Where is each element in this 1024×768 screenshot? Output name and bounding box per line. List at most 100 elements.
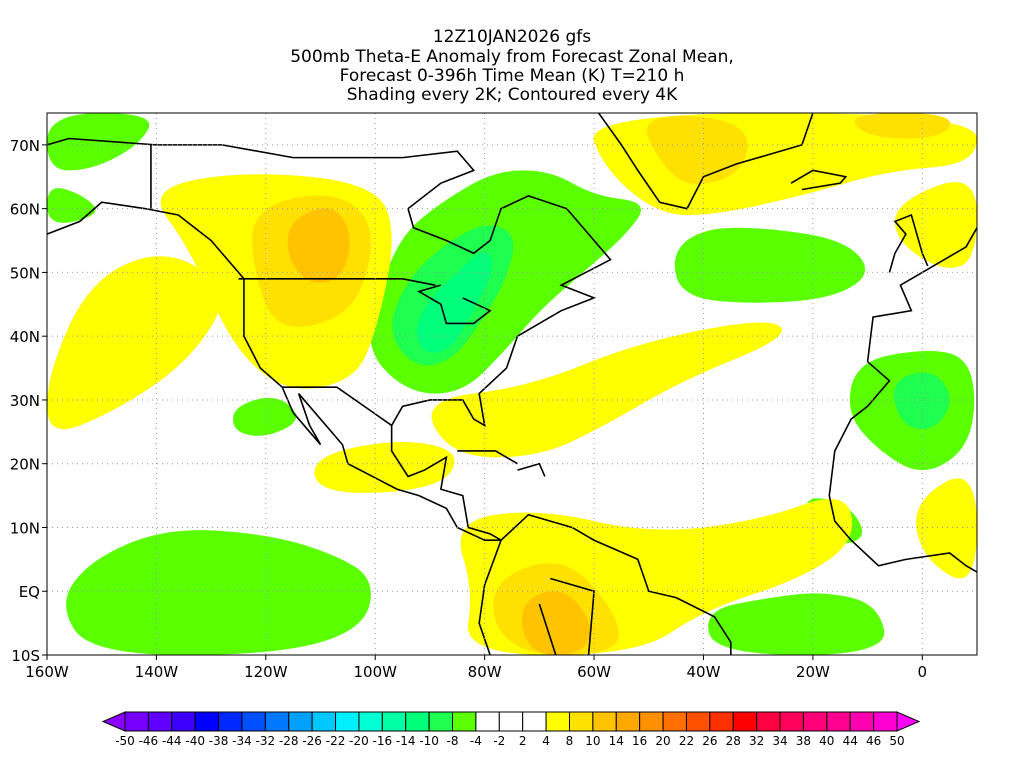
- anomaly-region-10K: [287, 208, 350, 283]
- anomaly-region--8K: [47, 113, 150, 171]
- colorbar-label: 50: [889, 734, 904, 748]
- y-tick-label: 70N: [10, 137, 40, 155]
- colorbar-label: -38: [209, 734, 229, 748]
- colorbar-swatch: [826, 711, 851, 732]
- coastline: [538, 603, 557, 655]
- colorbar-swatch: [615, 711, 641, 732]
- plot-frame: [46, 112, 978, 656]
- colorbar-swatch: [358, 711, 383, 732]
- colorbar-swatch: [264, 711, 290, 732]
- colorbar-high-arrow: [896, 711, 921, 732]
- colorbar-label: 2: [519, 734, 527, 748]
- colorbar-swatch: [568, 711, 594, 732]
- x-axis: 160W 140W 120W 100W 80W 60W 40W 20W 0: [25, 655, 927, 681]
- colorbar-swatch: [311, 711, 337, 732]
- y-axis: 10S EQ 10N 20N 30N 40N 50N 60N 70N: [10, 137, 47, 665]
- colorbar-swatch: [147, 711, 173, 732]
- colorbar-label: 32: [749, 734, 764, 748]
- x-tick-label: 20W: [796, 663, 830, 681]
- colorbar-label: 16: [632, 734, 647, 748]
- anomaly-region--8K: [66, 530, 371, 655]
- coastline: [550, 577, 595, 655]
- coastline: [238, 277, 436, 286]
- colorbar-label: 4: [542, 734, 550, 748]
- colorbar-label: 28: [726, 734, 741, 748]
- colorbar-label: -8: [447, 734, 459, 748]
- shaded-regions: [47, 113, 977, 655]
- coastline: [597, 113, 814, 210]
- colorbar-label: 14: [609, 734, 624, 748]
- colorbar-label: -40: [185, 734, 205, 748]
- colorbar-swatch: [545, 711, 570, 732]
- colorbar-label: -50: [115, 734, 135, 748]
- colorbar-swatch: [873, 711, 898, 732]
- y-tick-label: 40N: [10, 328, 40, 346]
- colorbar-label: 34: [772, 734, 787, 748]
- coastline: [866, 227, 977, 362]
- coastline: [47, 201, 502, 542]
- coastline: [478, 539, 502, 655]
- colorbar-label: -14: [396, 734, 416, 748]
- colorbar-swatch: [639, 711, 664, 732]
- anomaly-region-4K: [894, 182, 977, 268]
- coastline: [282, 386, 393, 427]
- colorbar-label: -46: [139, 734, 159, 748]
- title-line-2: 500mb Theta-E Anomaly from Forecast Zona…: [290, 47, 734, 67]
- colorbar-label: 22: [679, 734, 694, 748]
- colorbar-swatch: [802, 711, 828, 732]
- colorbar-label: -2: [493, 734, 505, 748]
- anomaly-region-8K: [854, 113, 951, 139]
- y-tick-label: 10N: [10, 519, 40, 537]
- coastline: [457, 450, 518, 465]
- colorbar-swatch: [475, 711, 500, 732]
- y-tick-label: EQ: [19, 583, 40, 601]
- anomaly-region-4K: [47, 256, 220, 430]
- colorbar-label: 46: [866, 734, 881, 748]
- coastline: [828, 361, 977, 573]
- anomaly-region-10K: [521, 591, 590, 655]
- colorbar-swatch: [522, 711, 547, 732]
- colorbar-label: -20: [349, 734, 369, 748]
- colorbar-swatch: [335, 711, 360, 732]
- colorbar-label: -34: [232, 734, 252, 748]
- title-line-1: 12Z10JAN2026 gfs: [433, 27, 591, 47]
- colorbar-label: -4: [470, 734, 482, 748]
- anomaly-region--8K: [674, 227, 866, 303]
- colorbar-label: 10: [585, 734, 600, 748]
- y-tick-label: 30N: [10, 392, 40, 410]
- coastline: [517, 462, 546, 477]
- colorbar-label: -32: [256, 734, 276, 748]
- colorbar-swatch: [428, 711, 454, 732]
- colorbar-label: -16: [373, 734, 393, 748]
- colorbar-swatch: [709, 711, 734, 732]
- anomaly-region-8K: [646, 115, 748, 185]
- coastline: [47, 137, 612, 541]
- colorbar-swatch: [849, 711, 875, 732]
- anomaly-region-4K: [431, 322, 782, 458]
- colorbar-label: -22: [326, 734, 346, 748]
- y-tick-label: 50N: [10, 264, 40, 282]
- coastline: [416, 284, 492, 325]
- colorbar-swatch: [756, 711, 781, 732]
- anomaly-region-4K: [314, 442, 455, 493]
- colorbar-label: 20: [655, 734, 670, 748]
- colorbar-swatch: [779, 711, 804, 732]
- y-tick-label: 20N: [10, 456, 40, 474]
- colorbar-swatch: [241, 711, 266, 732]
- colorbar-swatch: [124, 711, 149, 732]
- colorbar-swatch: [381, 711, 407, 732]
- anomaly-region--8K: [233, 397, 297, 436]
- x-tick-label: 80W: [468, 663, 502, 681]
- y-tick-label: 10S: [11, 647, 40, 665]
- colorbar-swatch: [662, 711, 687, 732]
- coastline: [790, 169, 848, 191]
- anomaly-region-4K: [916, 478, 977, 579]
- x-tick-label: 100W: [354, 663, 398, 681]
- x-tick-label: 40W: [687, 663, 721, 681]
- colorbar-swatch: [498, 711, 524, 732]
- anomaly-region--14K: [416, 252, 492, 353]
- colorbar-label: -26: [302, 734, 322, 748]
- anomaly-region--8K: [708, 593, 885, 655]
- colorbar-label: 8: [566, 734, 574, 748]
